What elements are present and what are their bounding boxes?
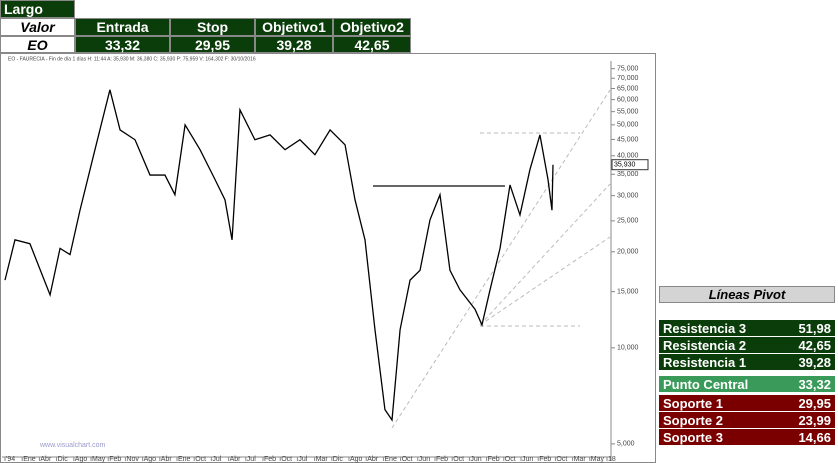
- x-tick-label: Nov: [126, 456, 139, 463]
- x-tick-label: Ago: [350, 456, 363, 463]
- trend-lines: [391, 89, 611, 429]
- y-tick-label: 30,000: [617, 192, 639, 199]
- y-tick-label: 20,000: [617, 249, 639, 256]
- chart-frame: [0, 53, 656, 463]
- pivot-value: 51,98: [798, 320, 831, 336]
- x-tick-label: Abr: [367, 456, 379, 463]
- pivot-row: Soporte 2 23,99: [659, 412, 835, 429]
- x-tick-label: May: [591, 456, 605, 463]
- pivot-label: Soporte 3: [663, 429, 723, 445]
- y-tick-label: 55,000: [617, 108, 639, 115]
- y-tick-label: 40,000: [617, 153, 639, 160]
- x-tick-label: Ene: [23, 456, 36, 463]
- x-tick-label: Jul: [298, 456, 307, 463]
- pivot-row: Resistencia 1 39,28: [659, 354, 835, 371]
- x-tick-label: Oct: [556, 456, 567, 463]
- pivot-row: Resistencia 3 51,98: [659, 320, 835, 337]
- x-tick-label: Dic: [333, 456, 344, 463]
- x-tick-label: Jun: [470, 456, 481, 463]
- x-tick-label: Ene: [384, 456, 397, 463]
- y-tick-label: 25,000: [617, 218, 639, 225]
- y-tick-label: 65,000: [617, 85, 639, 92]
- table-header: Valor: [0, 18, 75, 36]
- y-tick-label: 60,000: [617, 96, 639, 103]
- y-tick-label: 35,000: [617, 171, 639, 178]
- table-cell: 39,28: [255, 36, 333, 53]
- pivot-value: 29,95: [798, 395, 831, 411]
- x-tick-label: Oct: [505, 456, 516, 463]
- pivot-label: Soporte 1: [663, 395, 723, 411]
- pivot-value: 39,28: [798, 354, 831, 370]
- pivot-value: 14,66: [798, 429, 831, 445]
- pivot-row: Punto Central 33,32: [659, 376, 835, 393]
- y-tick-label: 75,000: [617, 66, 639, 73]
- x-tick-label: Jun: [419, 456, 430, 463]
- y-tick-label: 50,000: [617, 122, 639, 129]
- x-tick-label: Jun: [522, 456, 533, 463]
- pivot-row: Soporte 3 14,66: [659, 429, 835, 446]
- x-tick-label: '94: [6, 456, 15, 463]
- pivot-row: Soporte 1 29,95: [659, 395, 835, 412]
- last-price-box: [611, 159, 649, 171]
- x-tick-label: May: [92, 456, 106, 463]
- table-cell: 29,95: [170, 36, 255, 53]
- x-tick-label: Jul: [212, 456, 221, 463]
- x-tick-label: Oct: [453, 456, 464, 463]
- x-tick-label: Ago: [75, 456, 88, 463]
- table-cell: EO: [0, 36, 75, 53]
- pivot-label: Punto Central: [663, 376, 749, 392]
- x-tick-label: Feb: [109, 456, 121, 463]
- y-tick-label: 45,000: [617, 136, 639, 143]
- x-tick-label: Abr: [230, 456, 242, 463]
- table-header: Objetivo1: [255, 18, 333, 36]
- x-tick-label: Ene: [178, 456, 191, 463]
- y-tick-label: 5,000: [617, 441, 635, 448]
- x-tick-label: Feb: [539, 456, 551, 463]
- pivot-title: Líneas Pivot: [659, 286, 835, 303]
- x-tick-label: Ago: [144, 456, 157, 463]
- last-price-label: 35,930: [614, 162, 636, 169]
- x-tick-label: Mar: [574, 456, 587, 463]
- table-header: Stop: [170, 18, 255, 36]
- pivot-value: 42,65: [798, 337, 831, 353]
- x-tick-label: Feb: [488, 456, 500, 463]
- header-title: Largo: [0, 0, 75, 18]
- table-cell: 42,65: [333, 36, 411, 53]
- x-tick-label: Feb: [436, 456, 448, 463]
- table-header: Objetivo2: [333, 18, 411, 36]
- table-header: Entrada: [75, 18, 170, 36]
- pivot-label: Soporte 2: [663, 412, 723, 428]
- pivot-value: 23,99: [798, 412, 831, 428]
- price-line: [4, 89, 554, 422]
- x-tick-label: Mar: [316, 456, 329, 463]
- x-tick-label: Feb: [264, 456, 276, 463]
- pivot-label: Resistencia 1: [663, 354, 747, 370]
- pivot-row: Resistencia 2 42,65: [659, 337, 835, 354]
- pivot-label: Resistencia 3: [663, 320, 747, 336]
- chart-title: EO - FAURECIA - Fin de día 1 días H: 11:…: [8, 56, 256, 62]
- x-tick-label: Abr: [161, 456, 173, 463]
- x-tick-label: Dic: [58, 456, 69, 463]
- x-tick-label: Oct: [195, 456, 206, 463]
- x-tick-label: Abr: [40, 456, 52, 463]
- chart: EO - FAURECIA - Fin de día 1 días H: 11:…: [0, 53, 656, 463]
- x-tick-label: Oct: [402, 456, 413, 463]
- table-cell: 33,32: [75, 36, 170, 53]
- watermark: www.visualchart.com: [39, 442, 106, 449]
- pivot-label: Resistencia 2: [663, 337, 747, 353]
- x-tick-label: 18: [608, 456, 616, 463]
- x-tick-label: Oct: [281, 456, 292, 463]
- y-tick-label: 15,000: [617, 288, 639, 295]
- x-tick-label: Jul: [247, 456, 256, 463]
- pivot-value: 33,32: [798, 376, 831, 392]
- y-tick-label: 10,000: [617, 345, 639, 352]
- y-tick-label: 70,000: [617, 75, 639, 82]
